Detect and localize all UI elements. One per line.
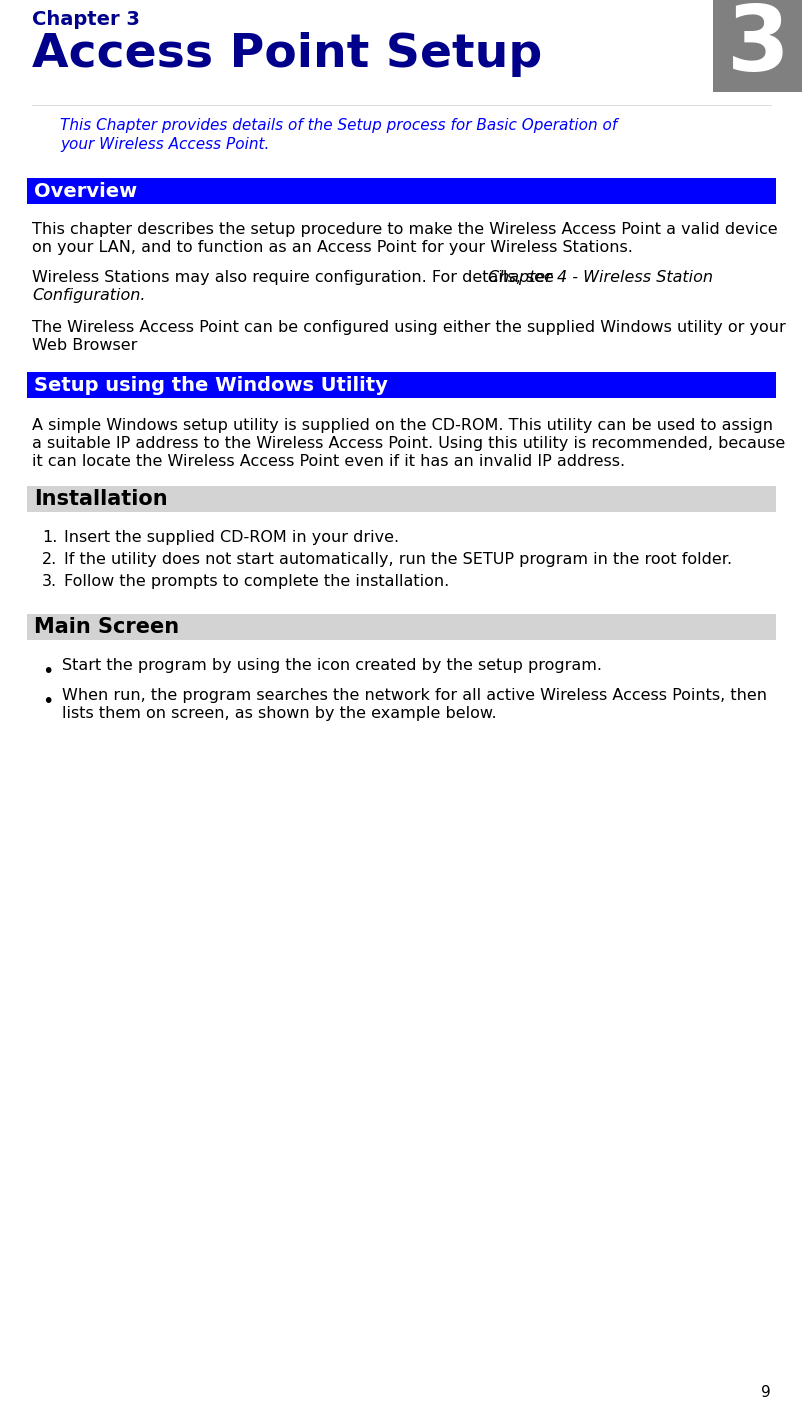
Text: Start the program by using the icon created by the setup program.: Start the program by using the icon crea… [62, 658, 602, 674]
Text: When run, the program searches the network for all active Wireless Access Points: When run, the program searches the netwo… [62, 688, 766, 703]
Text: Installation: Installation [34, 489, 168, 508]
Text: Follow the prompts to complete the installation.: Follow the prompts to complete the insta… [64, 575, 448, 589]
Bar [27, 371, 775, 398]
Text: Overview: Overview [34, 182, 137, 201]
Text: a suitable IP address to the Wireless Access Point. Using this utility is recomm: a suitable IP address to the Wireless Ac… [32, 436, 784, 450]
Bar [27, 614, 775, 640]
Text: on your LAN, and to function as an Access Point for your Wireless Stations.: on your LAN, and to function as an Acces… [32, 240, 632, 256]
Text: Chapter 4 - Wireless Station: Chapter 4 - Wireless Station [488, 270, 712, 285]
Text: 9: 9 [760, 1385, 770, 1401]
Text: Setup using the Windows Utility: Setup using the Windows Utility [34, 376, 387, 395]
Text: Configuration.: Configuration. [32, 288, 145, 304]
Bar [27, 178, 775, 203]
Text: 1.: 1. [42, 530, 57, 545]
Text: lists them on screen, as shown by the example below.: lists them on screen, as shown by the ex… [62, 706, 496, 722]
Text: Main Screen: Main Screen [34, 617, 179, 637]
Text: Wireless Stations may also require configuration. For details, see: Wireless Stations may also require confi… [32, 270, 558, 285]
Text: Chapter 3: Chapter 3 [32, 10, 140, 30]
Text: This chapter describes the setup procedure to make the Wireless Access Point a v: This chapter describes the setup procedu… [32, 222, 776, 237]
Text: Insert the supplied CD-ROM in your drive.: Insert the supplied CD-ROM in your drive… [64, 530, 399, 545]
Text: A simple Windows setup utility is supplied on the CD-ROM. This utility can be us: A simple Windows setup utility is suppli… [32, 418, 772, 433]
Text: your Wireless Access Point.: your Wireless Access Point. [60, 137, 269, 152]
Bar [27, 486, 775, 513]
Text: 2.: 2. [42, 552, 57, 568]
Text: Web Browser: Web Browser [32, 337, 137, 353]
Text: Access Point Setup: Access Point Setup [32, 32, 541, 78]
Text: 3.: 3. [42, 575, 57, 589]
Text: This Chapter provides details of the Setup process for Basic Operation of: This Chapter provides details of the Set… [60, 119, 617, 133]
Text: •: • [42, 692, 53, 712]
Text: If the utility does not start automatically, run the SETUP program in the root f: If the utility does not start automatica… [64, 552, 731, 568]
Text: 3: 3 [726, 1, 788, 90]
Bar [712, 0, 802, 92]
Text: •: • [42, 662, 53, 681]
Text: it can locate the Wireless Access Point even if it has an invalid IP address.: it can locate the Wireless Access Point … [32, 455, 624, 469]
Text: The Wireless Access Point can be configured using either the supplied Windows ut: The Wireless Access Point can be configu… [32, 321, 785, 335]
